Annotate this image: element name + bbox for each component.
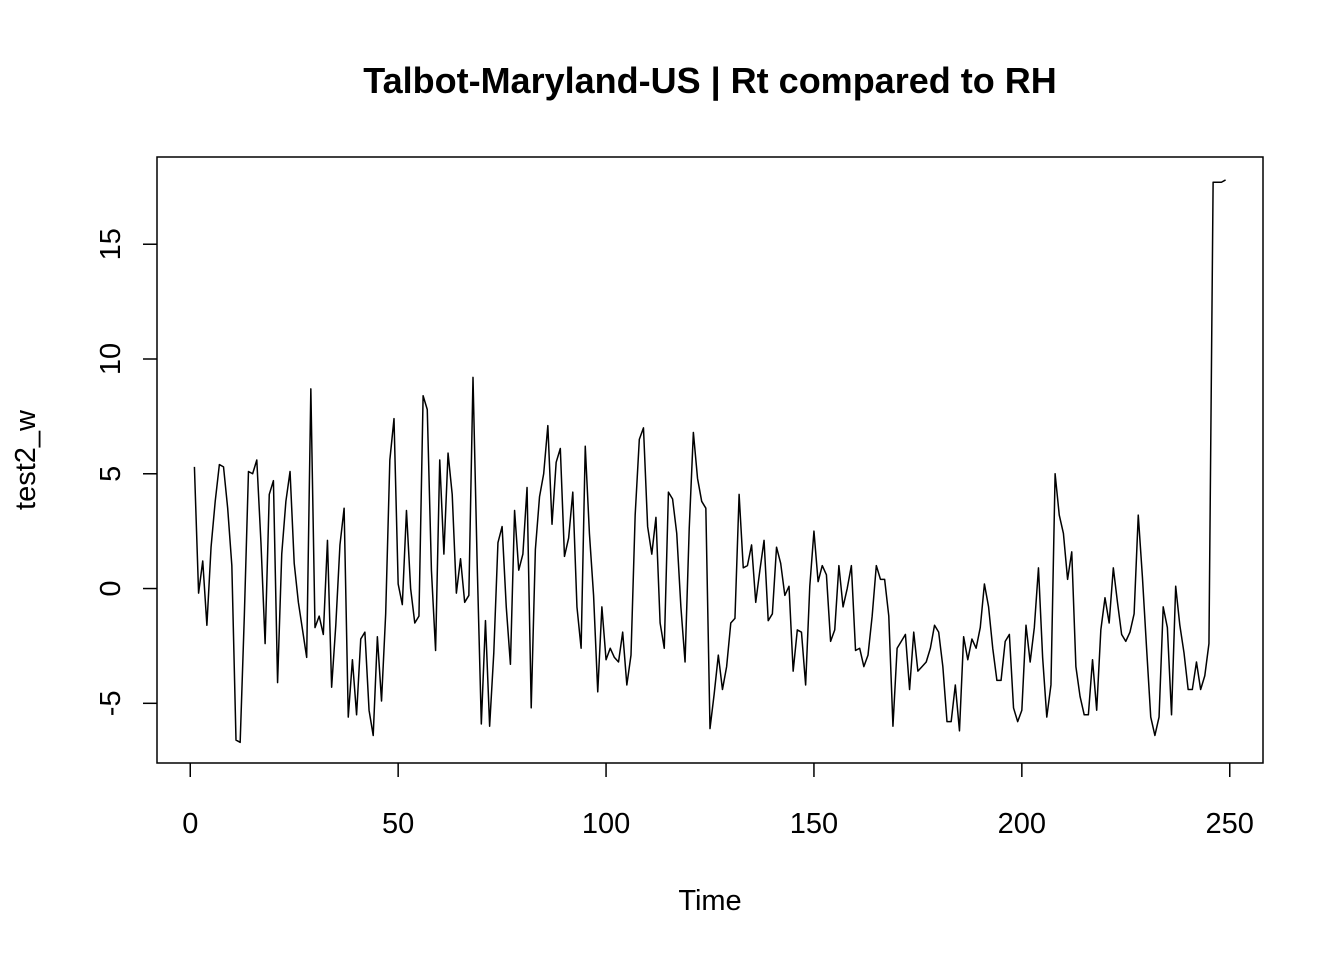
x-tick-label: 250 [1206, 808, 1254, 840]
y-tick-label: 15 [95, 228, 127, 260]
y-axis: -5 0 5 10 15 [95, 228, 157, 716]
x-axis: 0 50 100 150 200 250 [182, 763, 1254, 840]
plot-frame [156, 156, 1264, 764]
y-axis-label: test2_w [10, 409, 42, 510]
x-tick-label: 200 [998, 808, 1046, 840]
chart-title: Talbot-Maryland-US | Rt compared to RH [363, 60, 1056, 102]
x-tick-label: 0 [182, 808, 198, 840]
x-tick-label: 150 [790, 808, 838, 840]
x-axis-label: Time [678, 885, 741, 917]
y-tick-label: 5 [95, 466, 127, 482]
y-tick-label: 0 [95, 580, 127, 596]
x-tick-label: 100 [582, 808, 630, 840]
x-tick-label: 50 [382, 808, 414, 840]
y-tick-label: 10 [95, 343, 127, 375]
y-tick-label: -5 [95, 690, 127, 716]
series-line [193, 179, 1226, 744]
